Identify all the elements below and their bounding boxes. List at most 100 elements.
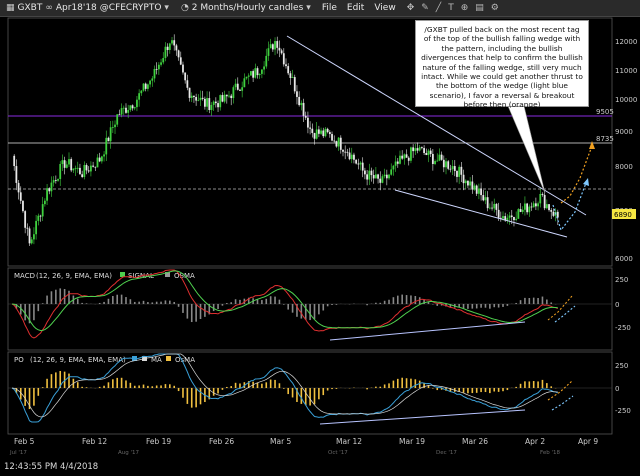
histogram-bar	[256, 298, 259, 304]
candle-body	[556, 211, 559, 218]
candle-body	[480, 188, 482, 196]
candle-body	[129, 105, 132, 110]
candle-body	[149, 80, 151, 85]
histogram-bar	[212, 304, 215, 312]
candle-body	[43, 200, 46, 205]
toolbar-icons: ✥ ✎ ╱ T ⊕ ▤ ⚙	[401, 3, 505, 13]
histogram-bar	[133, 301, 136, 304]
candle-body	[357, 163, 360, 165]
histogram-bar	[112, 379, 114, 388]
histogram-bar	[366, 388, 368, 390]
histogram-bar	[160, 385, 162, 388]
candle-body	[175, 45, 178, 51]
histogram-bar	[199, 388, 202, 405]
candle-body	[550, 210, 553, 212]
histogram-bar	[427, 385, 430, 388]
menu-view[interactable]: View	[374, 3, 396, 13]
chart-selector[interactable]: ▦ GXBT ∞ Apr18'18 @CFECRYPTO ▾	[0, 3, 175, 13]
candle-body	[388, 174, 390, 179]
candle-body	[214, 101, 217, 104]
candle-body	[269, 44, 272, 49]
histogram-bar	[326, 304, 329, 307]
histogram-bar	[423, 383, 425, 388]
histogram-bar	[129, 299, 132, 304]
histogram-bar	[405, 378, 408, 388]
candle-body	[24, 211, 27, 228]
line-icon[interactable]: ╱	[435, 3, 442, 13]
candle-body	[52, 180, 55, 183]
settings-icon[interactable]: ⚙	[490, 3, 499, 13]
candle-body	[182, 64, 184, 73]
candle-body	[320, 130, 322, 134]
histogram-bar	[226, 303, 228, 304]
grid-icon[interactable]: ▤	[475, 3, 484, 13]
candle-body	[100, 156, 103, 162]
candle-body	[475, 185, 478, 194]
text-icon[interactable]: T	[448, 3, 454, 13]
link-icon: ∞	[45, 3, 53, 13]
macd-tick: 250	[615, 276, 628, 284]
price-axis: 12000 11000 10000 9000 8000 7000 6000	[615, 38, 637, 263]
candle-body	[210, 104, 213, 111]
candle-body	[105, 137, 108, 155]
candle-body	[504, 216, 507, 221]
candle-body	[267, 48, 270, 56]
candle-body	[407, 157, 410, 161]
candle-body	[467, 180, 469, 186]
histogram-bar	[291, 388, 294, 398]
level-label-lower: 8735	[596, 135, 614, 143]
candle-body	[328, 132, 331, 135]
histogram-bar	[532, 297, 535, 304]
histogram-bar	[208, 388, 211, 400]
candle-body	[234, 83, 237, 88]
candle-body	[348, 152, 351, 160]
histogram-bar	[147, 302, 149, 304]
candle-body	[315, 129, 318, 139]
histogram-bar	[480, 388, 482, 393]
candle-body	[54, 180, 57, 181]
timeframe-selector[interactable]: ◔ 2 Months/Hourly candles ▾	[175, 3, 317, 13]
candle-body	[355, 159, 358, 164]
candle-body	[431, 153, 434, 164]
x-tick: Apr 2	[525, 437, 545, 446]
histogram-bar	[28, 304, 31, 324]
x-tick-faint: Dec '17	[436, 450, 457, 456]
menu-file[interactable]: File	[321, 3, 337, 13]
candle-body	[201, 97, 204, 99]
histogram-bar	[322, 388, 325, 396]
histogram-bar	[396, 295, 399, 304]
candle-body	[342, 149, 344, 152]
candle-body	[219, 95, 222, 108]
x-tick-faint: Feb '18	[540, 450, 560, 456]
candle-body	[179, 57, 182, 65]
histogram-bar	[230, 302, 232, 304]
histogram-bar	[15, 304, 18, 309]
pencil-icon[interactable]: ✎	[421, 3, 429, 13]
histogram-bar	[291, 304, 294, 313]
histogram-bar	[388, 299, 390, 304]
candle-body	[39, 215, 42, 217]
candle-body	[418, 147, 421, 151]
zoom-icon[interactable]: ⊕	[460, 3, 469, 13]
candle-body	[399, 155, 401, 164]
histogram-bar	[484, 388, 487, 393]
histogram-bar	[50, 374, 53, 388]
histogram-bar	[98, 302, 101, 304]
macd-histogram	[15, 288, 557, 324]
histogram-bar	[274, 379, 276, 388]
candle-body	[451, 166, 454, 170]
candle-body	[495, 203, 498, 210]
histogram-bar	[313, 304, 316, 319]
histogram-bar	[375, 302, 377, 304]
menu-edit[interactable]: Edit	[346, 3, 365, 13]
candle-body	[70, 159, 73, 171]
histogram-bar	[138, 385, 140, 388]
candle-body	[517, 209, 520, 219]
candle-body	[153, 68, 156, 79]
histogram-bar	[116, 294, 119, 304]
candle-body	[68, 159, 70, 165]
cursor-icon[interactable]: ✥	[406, 3, 415, 13]
candle-body	[186, 80, 189, 88]
level-label-upper: 9505	[596, 108, 614, 116]
